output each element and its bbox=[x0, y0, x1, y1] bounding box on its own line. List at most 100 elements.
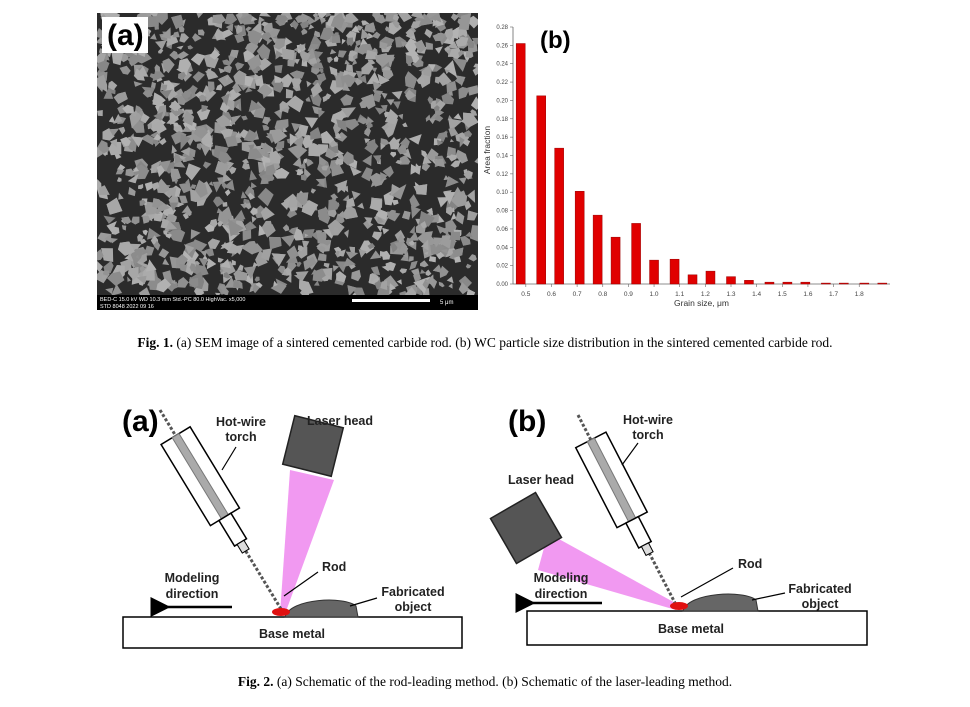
grain bbox=[455, 36, 469, 47]
label: Fabricated bbox=[381, 585, 444, 599]
grain bbox=[291, 19, 299, 30]
grain bbox=[133, 81, 143, 87]
grain bbox=[397, 145, 407, 155]
grain bbox=[372, 81, 382, 92]
grain bbox=[409, 194, 420, 209]
panel-label: (a) bbox=[107, 19, 144, 52]
grain bbox=[454, 75, 465, 85]
grain bbox=[421, 150, 428, 158]
grain bbox=[249, 170, 257, 181]
bar bbox=[782, 281, 793, 285]
grain bbox=[104, 233, 112, 243]
grain bbox=[255, 66, 262, 71]
grain bbox=[301, 200, 319, 216]
grain bbox=[375, 53, 390, 68]
grain bbox=[155, 40, 167, 50]
grain bbox=[233, 270, 248, 281]
y-tick-label: 0.24 bbox=[496, 62, 508, 68]
grain bbox=[108, 80, 118, 91]
grain bbox=[179, 33, 189, 43]
grain bbox=[390, 184, 401, 197]
grain bbox=[344, 59, 350, 65]
grain bbox=[437, 197, 451, 208]
label: torch bbox=[632, 428, 663, 442]
y-tick-label: 0.00 bbox=[496, 282, 508, 288]
grain bbox=[214, 292, 221, 295]
grain bbox=[109, 128, 119, 137]
grain bbox=[305, 96, 311, 102]
grain bbox=[341, 38, 346, 45]
grain bbox=[165, 112, 169, 117]
grain bbox=[190, 53, 206, 66]
grain bbox=[103, 86, 114, 99]
grain bbox=[156, 178, 171, 194]
grain bbox=[336, 119, 348, 132]
grain bbox=[162, 258, 170, 266]
grain bbox=[207, 238, 221, 249]
caption-label: Fig. 2. bbox=[238, 674, 274, 689]
grain bbox=[161, 27, 171, 39]
grain bbox=[193, 126, 208, 139]
grain bbox=[316, 231, 327, 244]
grain bbox=[299, 280, 314, 295]
grain bbox=[235, 103, 240, 110]
grain bbox=[189, 263, 196, 272]
grain bbox=[242, 229, 252, 241]
grain bbox=[259, 13, 271, 17]
grain bbox=[402, 210, 411, 220]
grain bbox=[181, 205, 192, 213]
grain bbox=[204, 247, 215, 257]
grain bbox=[244, 185, 255, 197]
grain bbox=[158, 248, 169, 259]
grain bbox=[153, 111, 164, 121]
grain bbox=[343, 118, 360, 131]
grain bbox=[466, 288, 476, 295]
grain bbox=[387, 138, 401, 150]
grain bbox=[179, 263, 187, 272]
chart: 0.00 0.02 0.04 0.06 0.08 0.10 0.12 0.14 0.16 0.18… bbox=[482, 25, 890, 308]
grain bbox=[243, 266, 257, 280]
label: Hot-wire bbox=[216, 415, 266, 429]
grain bbox=[306, 80, 312, 88]
grain bbox=[295, 15, 304, 23]
grain bbox=[252, 21, 262, 34]
grain bbox=[415, 288, 423, 295]
grain bbox=[260, 177, 269, 185]
grain bbox=[113, 91, 128, 104]
grain bbox=[152, 198, 164, 209]
grain bbox=[153, 213, 162, 222]
grain bbox=[458, 87, 470, 100]
grain bbox=[347, 285, 357, 295]
grain bbox=[170, 279, 176, 285]
grain bbox=[468, 254, 477, 262]
grain bbox=[380, 172, 388, 182]
grain bbox=[399, 137, 410, 149]
grain bbox=[250, 207, 258, 216]
grain bbox=[465, 263, 472, 269]
grain bbox=[467, 85, 478, 96]
grain bbox=[438, 130, 448, 138]
grain bbox=[367, 243, 376, 249]
grain bbox=[97, 74, 108, 93]
grain bbox=[330, 193, 339, 200]
grain bbox=[275, 140, 285, 150]
grain bbox=[141, 248, 150, 256]
grain bbox=[248, 99, 262, 112]
grain bbox=[245, 26, 252, 32]
grain bbox=[311, 230, 319, 241]
grain bbox=[282, 127, 288, 133]
grain bbox=[412, 56, 424, 68]
grain bbox=[192, 71, 205, 83]
grain bbox=[380, 143, 386, 150]
grain bbox=[273, 38, 285, 50]
grain bbox=[190, 229, 201, 240]
grain bbox=[118, 241, 135, 256]
grain bbox=[255, 249, 268, 267]
grain bbox=[219, 102, 230, 113]
grain bbox=[139, 265, 146, 273]
bar bbox=[839, 282, 849, 285]
grain bbox=[236, 24, 243, 35]
grain bbox=[340, 107, 356, 118]
grain bbox=[244, 75, 254, 87]
